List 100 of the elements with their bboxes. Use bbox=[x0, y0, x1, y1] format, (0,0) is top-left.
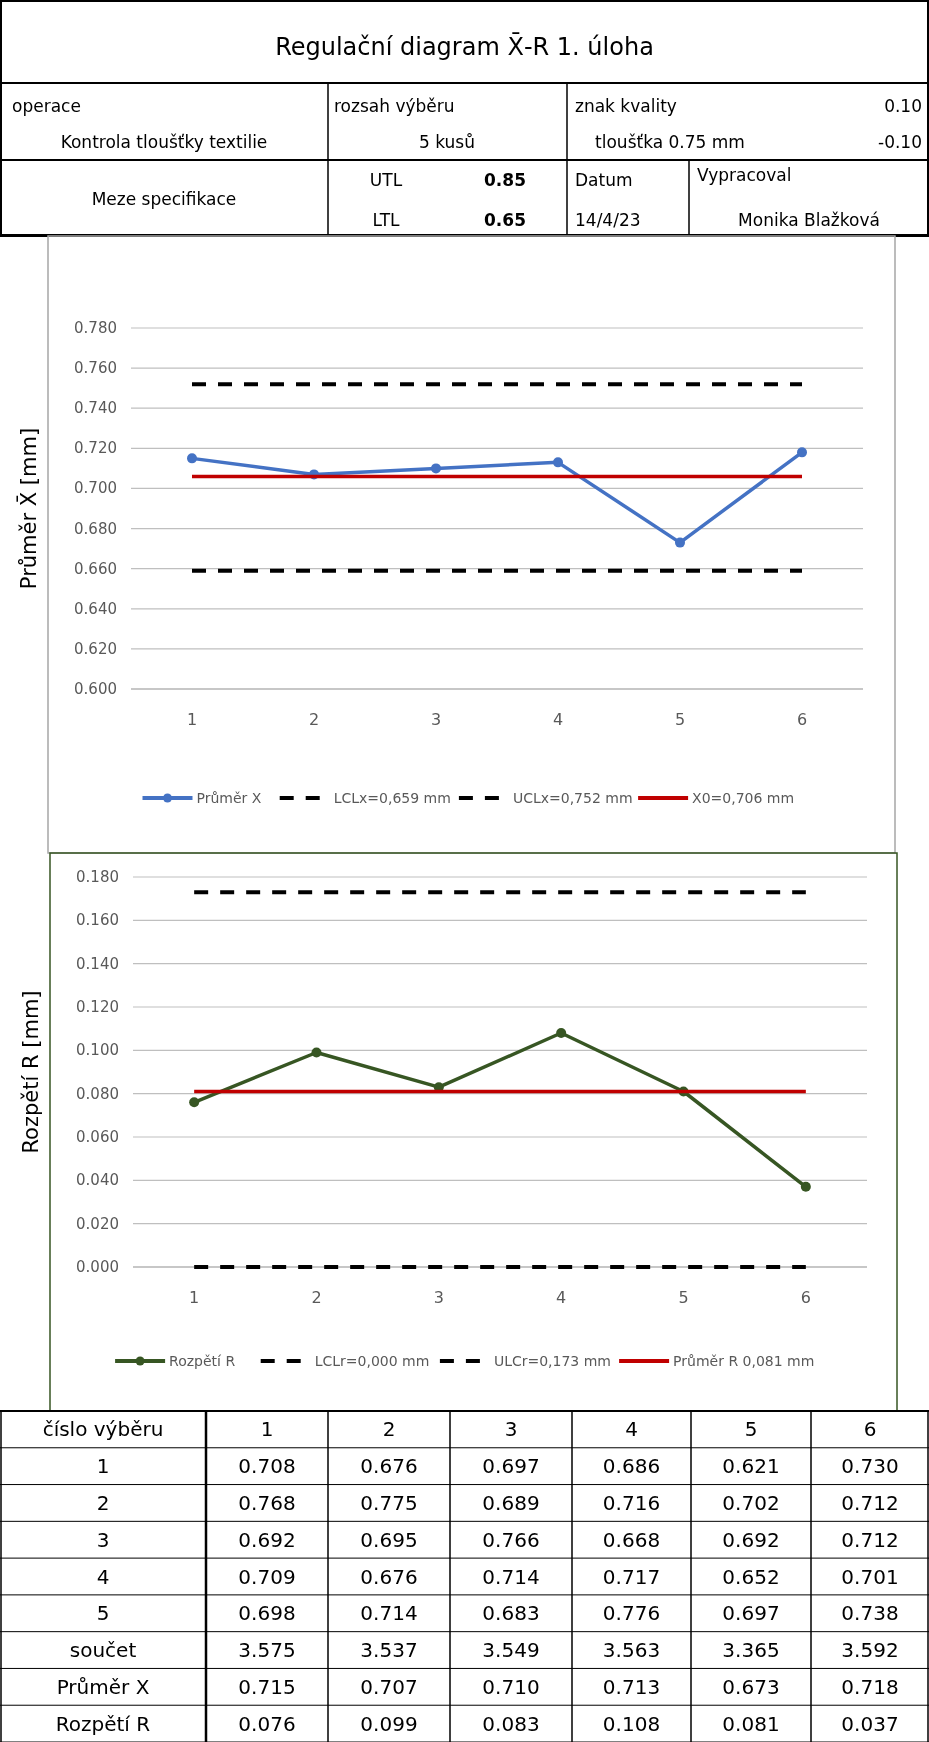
data-label: 3.537 bbox=[360, 1638, 418, 1663]
text: 5 kusů bbox=[419, 132, 475, 152]
x-tick-label: 1 bbox=[186, 710, 198, 729]
text: Regulační diagram X̄-R 1. úloha bbox=[275, 31, 654, 61]
data-label: 0.037 bbox=[841, 1711, 899, 1736]
x-tick-label: 2 bbox=[382, 1417, 396, 1442]
data-label: 0.676 bbox=[360, 1454, 418, 1479]
data-label: 3.563 bbox=[602, 1638, 661, 1663]
data-label: 3.592 bbox=[841, 1638, 899, 1663]
y-tick-label: 0.140 bbox=[76, 954, 119, 973]
x-tick-label: 1 bbox=[189, 1288, 200, 1307]
point bbox=[556, 1028, 567, 1038]
y-tick-label: 1 bbox=[96, 1454, 110, 1479]
x-tick-label: 6 bbox=[796, 710, 808, 729]
data-label: 0.692 bbox=[238, 1527, 296, 1552]
data-label: 0.776 bbox=[602, 1601, 661, 1626]
x-tick-label: 5 bbox=[744, 1417, 758, 1442]
data-label: 3.549 bbox=[482, 1638, 540, 1663]
y-tick-label: 0.100 bbox=[76, 1041, 119, 1060]
y-tick-label: 0.600 bbox=[74, 680, 117, 698]
text: Datum bbox=[575, 170, 633, 190]
x-tick-label: 6 bbox=[800, 1288, 811, 1307]
data-label: 0.652 bbox=[722, 1564, 780, 1589]
data-label: 0.621 bbox=[722, 1454, 780, 1479]
text: 0.65 bbox=[484, 210, 526, 230]
text: -0.10 bbox=[878, 132, 922, 152]
y-axis-title: Rozpětí R [mm] bbox=[19, 990, 43, 1154]
data-label: 0.713 bbox=[602, 1674, 661, 1699]
data-label: 0.683 bbox=[482, 1601, 540, 1626]
data-label: 0.775 bbox=[360, 1490, 418, 1515]
y-tick-label: 0.180 bbox=[76, 868, 119, 886]
x-tick-label: 2 bbox=[308, 710, 320, 729]
text: operace bbox=[12, 96, 81, 116]
y-tick-label: Průměr X bbox=[56, 1674, 150, 1699]
x-tick-label: 3 bbox=[430, 710, 442, 729]
data-label: 0.717 bbox=[602, 1564, 661, 1589]
data-label: 0.709 bbox=[238, 1564, 296, 1589]
y-tick-label: 5 bbox=[96, 1601, 110, 1626]
y-tick-label: 0.660 bbox=[74, 559, 117, 578]
data-label: 0.766 bbox=[482, 1527, 540, 1552]
data-label: 0.697 bbox=[482, 1454, 540, 1479]
x-tick-label: 4 bbox=[625, 1417, 638, 1442]
data-label: 0.686 bbox=[602, 1454, 661, 1479]
legend-label: Rozpětí R bbox=[169, 1353, 236, 1369]
text: Kontrola tloušťky textilie bbox=[60, 132, 268, 152]
legend-label: ULCr=0,173 mm bbox=[493, 1353, 612, 1369]
data-label: 0.108 bbox=[602, 1711, 661, 1736]
legend-label: X0=0,706 mm bbox=[692, 790, 795, 806]
text: tloušťka 0.75 mm bbox=[595, 132, 745, 152]
data-label: 0.689 bbox=[482, 1490, 540, 1515]
y-tick-label: 0.740 bbox=[74, 399, 117, 418]
data-label: 0.697 bbox=[722, 1601, 780, 1626]
y-axis-title: Průměr X̄ [mm] bbox=[16, 427, 41, 590]
x-tick-label: 4 bbox=[552, 710, 564, 729]
x-tick-label: 5 bbox=[678, 1288, 689, 1307]
text: Monika Blažková bbox=[738, 210, 880, 230]
data-label: 0.099 bbox=[360, 1711, 418, 1736]
legend-title: číslo výběru bbox=[42, 1417, 164, 1442]
point bbox=[800, 1181, 811, 1192]
y-tick-label: součet bbox=[69, 1638, 137, 1663]
data-label: 0.692 bbox=[722, 1527, 780, 1552]
y-tick-label: 2 bbox=[96, 1490, 110, 1515]
data-label: 0.695 bbox=[360, 1527, 418, 1552]
data-label: 3.575 bbox=[238, 1638, 296, 1663]
point bbox=[187, 453, 197, 464]
text: Meze specifikace bbox=[91, 189, 237, 209]
x-tick-label: 4 bbox=[556, 1288, 567, 1307]
legend-label: LCLr=0,000 mm bbox=[314, 1353, 430, 1369]
data-label: 0.715 bbox=[238, 1674, 296, 1699]
y-tick-label: 0.020 bbox=[76, 1214, 119, 1233]
text: 0.85 bbox=[484, 170, 526, 190]
y-tick-label: 0.620 bbox=[74, 639, 117, 658]
data-label: 0.676 bbox=[360, 1564, 418, 1589]
data-label: 0.712 bbox=[841, 1490, 899, 1515]
y-tick-label: 0.680 bbox=[74, 519, 117, 538]
data-label: 0.738 bbox=[841, 1601, 899, 1626]
data-label: 0.673 bbox=[722, 1674, 780, 1699]
data-label: 0.730 bbox=[841, 1454, 899, 1479]
legend-label: LCLx=0,659 mm bbox=[333, 790, 451, 806]
y-tick-label: 0.700 bbox=[74, 479, 117, 498]
y-tick-label: 0.720 bbox=[74, 439, 117, 458]
x-tick-label: 5 bbox=[674, 710, 686, 729]
data-label: 0.701 bbox=[841, 1564, 899, 1589]
data-label: 0.712 bbox=[841, 1527, 899, 1552]
data-label: 0.707 bbox=[360, 1674, 418, 1699]
x-tick-label: 6 bbox=[863, 1417, 877, 1442]
y-tick-label: 0.160 bbox=[76, 911, 119, 930]
point bbox=[675, 537, 685, 548]
y-tick-label: 3 bbox=[96, 1527, 110, 1552]
data-label: 0.708 bbox=[238, 1454, 296, 1479]
x-tick-label: 2 bbox=[311, 1288, 322, 1307]
y-tick-label: 0.040 bbox=[76, 1171, 119, 1190]
y-tick-label: 0.120 bbox=[76, 998, 119, 1016]
y-tick-label: Rozpětí R bbox=[55, 1711, 151, 1736]
x-tick-label: 3 bbox=[433, 1288, 444, 1307]
data-label: 0.076 bbox=[238, 1711, 296, 1736]
y-tick-label: 0.080 bbox=[76, 1084, 119, 1103]
data-label: 0.698 bbox=[238, 1601, 296, 1626]
point bbox=[553, 457, 563, 468]
data-label: 0.718 bbox=[841, 1674, 899, 1699]
